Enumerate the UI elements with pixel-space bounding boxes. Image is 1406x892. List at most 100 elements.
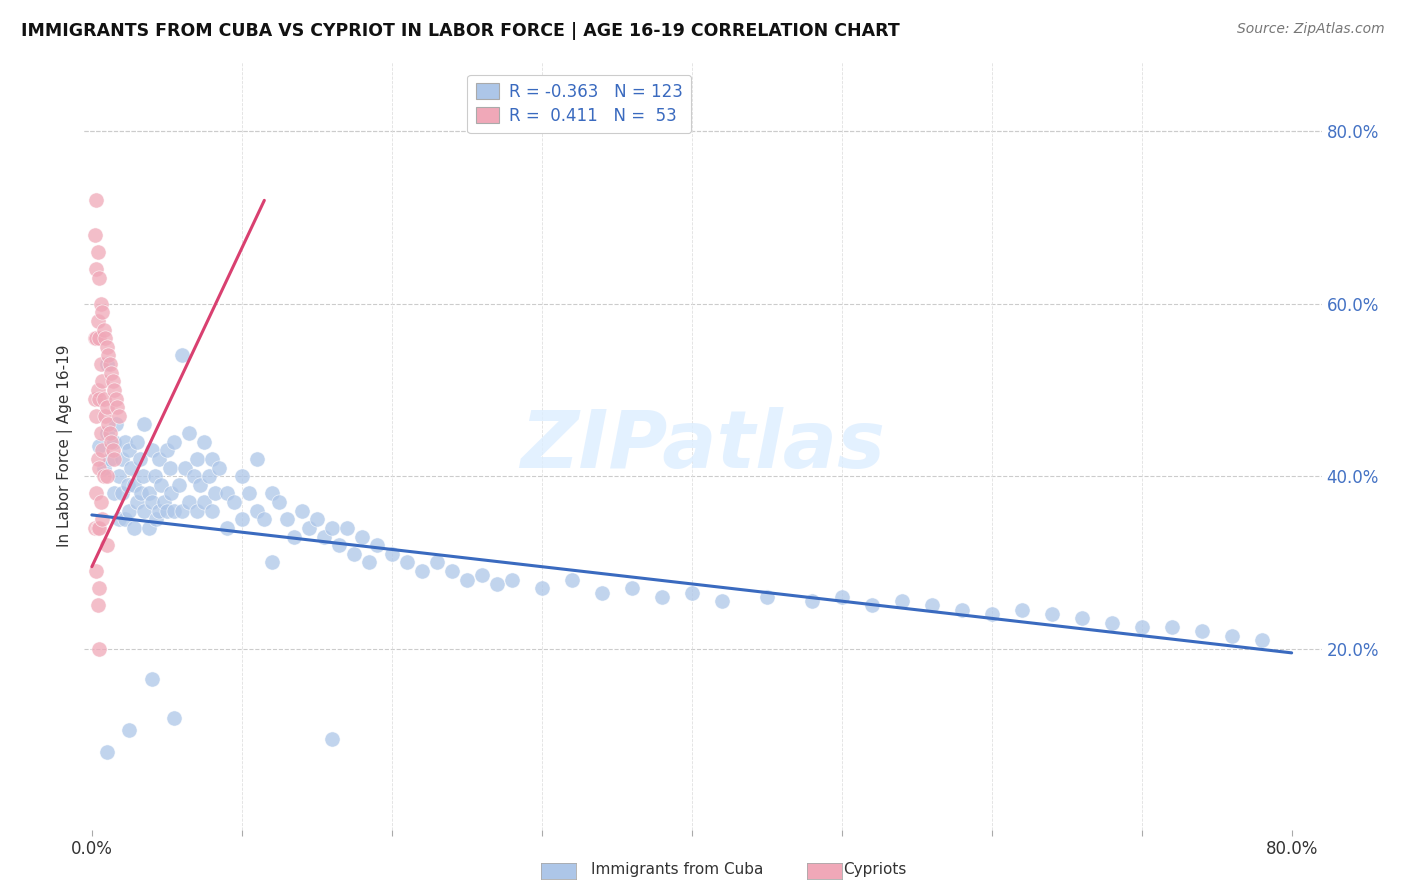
- Point: [426, 555, 449, 569]
- Point: [83, 392, 105, 406]
- Point: [1011, 603, 1033, 617]
- Point: [98, 357, 121, 371]
- Point: [141, 443, 163, 458]
- Point: [89, 392, 111, 406]
- Point: [148, 451, 170, 466]
- Point: [183, 469, 205, 483]
- Point: [86, 194, 108, 208]
- Point: [96, 401, 118, 415]
- Point: [298, 521, 321, 535]
- Point: [114, 434, 136, 449]
- Point: [246, 503, 269, 517]
- Point: [591, 585, 613, 599]
- Point: [381, 547, 404, 561]
- Point: [471, 568, 494, 582]
- Point: [160, 486, 183, 500]
- Point: [103, 434, 125, 449]
- Point: [96, 357, 118, 371]
- Point: [117, 477, 139, 491]
- Point: [159, 460, 181, 475]
- Point: [111, 451, 134, 466]
- Point: [97, 349, 120, 363]
- Point: [208, 460, 231, 475]
- Point: [86, 486, 108, 500]
- Point: [231, 469, 253, 483]
- Point: [118, 443, 141, 458]
- Legend: R = -0.363   N = 123, R =  0.411   N =  53: R = -0.363 N = 123, R = 0.411 N = 53: [467, 75, 692, 133]
- Point: [89, 460, 111, 475]
- Point: [83, 521, 105, 535]
- Point: [148, 503, 170, 517]
- Point: [651, 590, 673, 604]
- Point: [1250, 632, 1272, 647]
- Point: [1101, 615, 1123, 630]
- Point: [128, 451, 150, 466]
- Point: [395, 555, 418, 569]
- Point: [269, 495, 291, 509]
- Point: [93, 460, 115, 475]
- Point: [134, 503, 156, 517]
- Point: [101, 443, 124, 458]
- Point: [149, 477, 172, 491]
- Point: [138, 521, 160, 535]
- Point: [87, 383, 110, 397]
- Point: [314, 529, 336, 543]
- Point: [156, 443, 179, 458]
- Point: [366, 538, 388, 552]
- Point: [89, 521, 111, 535]
- Point: [561, 573, 583, 587]
- Text: Cypriots: Cypriots: [844, 863, 907, 877]
- Point: [530, 581, 553, 595]
- Point: [89, 271, 111, 285]
- Point: [260, 555, 283, 569]
- Point: [276, 512, 298, 526]
- Point: [91, 512, 114, 526]
- Point: [86, 262, 108, 277]
- Point: [118, 503, 141, 517]
- Point: [125, 434, 148, 449]
- Point: [87, 245, 110, 260]
- Point: [186, 503, 208, 517]
- Point: [93, 392, 115, 406]
- Point: [83, 227, 105, 242]
- Point: [224, 495, 246, 509]
- Point: [89, 439, 111, 453]
- Point: [125, 495, 148, 509]
- Point: [100, 366, 122, 380]
- Point: [100, 434, 122, 449]
- Point: [103, 486, 125, 500]
- Point: [153, 495, 176, 509]
- Point: [710, 594, 733, 608]
- Point: [950, 603, 973, 617]
- Point: [215, 486, 238, 500]
- Point: [122, 477, 145, 491]
- Point: [96, 538, 118, 552]
- Point: [108, 409, 131, 423]
- Point: [860, 599, 883, 613]
- Point: [980, 607, 1002, 621]
- Point: [145, 512, 167, 526]
- Point: [485, 577, 508, 591]
- Point: [103, 383, 125, 397]
- Point: [831, 590, 853, 604]
- Point: [91, 375, 114, 389]
- Point: [89, 331, 111, 345]
- Text: Source: ZipAtlas.com: Source: ZipAtlas.com: [1237, 22, 1385, 37]
- Point: [800, 594, 823, 608]
- Text: IMMIGRANTS FROM CUBA VS CYPRIOT IN LABOR FORCE | AGE 16-19 CORRELATION CHART: IMMIGRANTS FROM CUBA VS CYPRIOT IN LABOR…: [21, 22, 900, 40]
- Point: [90, 495, 112, 509]
- Point: [620, 581, 643, 595]
- Point: [1191, 624, 1213, 639]
- Point: [321, 732, 343, 747]
- Point: [359, 555, 381, 569]
- Point: [91, 443, 114, 458]
- Point: [291, 503, 314, 517]
- Point: [350, 529, 373, 543]
- Point: [163, 434, 186, 449]
- Point: [440, 564, 463, 578]
- Point: [87, 451, 110, 466]
- Point: [1160, 620, 1182, 634]
- Point: [122, 521, 145, 535]
- Point: [260, 486, 283, 500]
- Point: [98, 426, 121, 441]
